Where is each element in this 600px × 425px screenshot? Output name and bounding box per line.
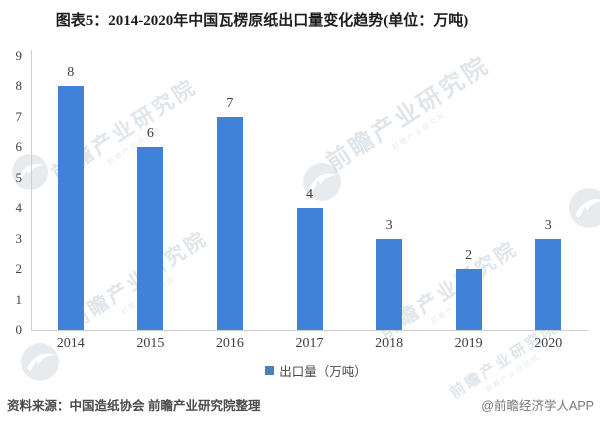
bar [376,238,403,330]
credit-note: @前瞻经济学人APP [481,399,594,413]
bar [57,86,84,330]
legend-label: 出口量（万吨） [279,365,367,379]
bar-value-label: 7 [226,95,234,111]
source-note: 资料来源：中国造纸协会 前瞻产业研究院整理 [7,399,261,413]
y-tick-label: 1 [15,291,23,307]
legend-marker-icon [265,366,275,375]
y-tick-label: 0 [15,322,23,337]
y-axis-line [31,50,32,331]
y-tick-label: 6 [15,139,23,155]
bar-value-label: 8 [67,65,75,81]
x-tick-label: 2020 [534,336,563,351]
y-tick-label: 3 [15,230,23,246]
y-tick-label: 5 [15,169,23,185]
y-tick-label: 7 [15,108,23,124]
legend: 出口量（万吨） [32,363,600,379]
y-tick-label: 8 [15,78,23,94]
x-tick-label: 2019 [454,336,483,351]
bar [535,238,562,330]
x-tick-label: 2014 [56,336,85,351]
bar [296,208,323,330]
footer: 资料来源：中国造纸协会 前瞻产业研究院整理 @前瞻经济学人APP [7,395,594,414]
x-tick-label: 2017 [295,336,324,351]
bar-value-label: 4 [306,187,313,203]
bar-value-label: 3 [544,217,552,233]
x-tick-label: 2018 [375,336,404,351]
y-tick-label: 4 [15,200,23,216]
bar [455,269,482,330]
chart-title: 图表5：2014-2020年中国瓦楞原纸出口量变化趋势(单位：万吨) [55,13,469,29]
bar-value-label: 3 [385,217,393,233]
x-tick-label: 2015 [136,336,165,351]
y-tick-label: 2 [15,261,23,277]
bar-value-label: 2 [465,248,473,264]
bar [137,147,164,330]
y-tick-label: 9 [15,48,23,63]
bar [216,116,243,330]
x-axis-line [31,330,588,331]
x-tick-label: 2016 [215,336,244,351]
bar-value-label: 6 [146,126,154,142]
